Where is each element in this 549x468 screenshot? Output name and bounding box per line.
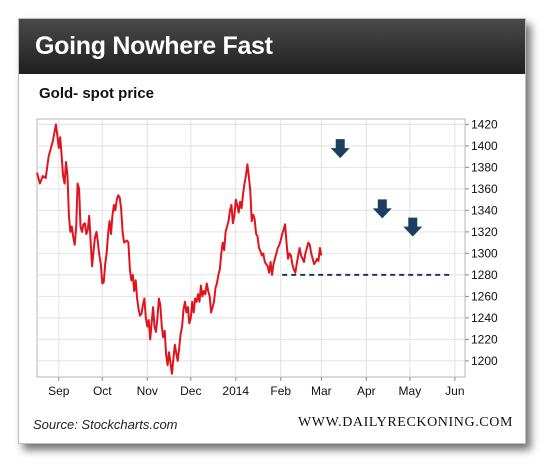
y-tick-label: 1420 [471, 117, 498, 131]
series-line [36, 123, 323, 375]
x-tick-label: Oct [93, 384, 112, 398]
down-arrow-icon [330, 139, 350, 159]
x-tick-label: Dec [180, 384, 201, 398]
y-tick-label: 1240 [471, 311, 498, 325]
chart-svg: 1200 1220 1240 1260 1280 1300 1320 1340 1360 1380… [36, 117, 498, 398]
y-tick-label: 1280 [471, 268, 498, 282]
x-tick-label: Mar [311, 384, 332, 398]
y-tick-label: 1300 [471, 246, 498, 260]
x-tick-label: Nov [137, 384, 158, 398]
x-tick-label: 2014 [222, 384, 249, 398]
plot-frame [36, 118, 466, 378]
down-arrow-icon [372, 199, 392, 219]
y-tick-label: 1340 [471, 203, 498, 217]
chart-card: Going Nowhere Fast Gold- spot price 1200… [18, 18, 526, 444]
brand-link[interactable]: WWW.DAILYRECKONING.COM [297, 415, 513, 430]
y-tick-label: 1380 [471, 160, 498, 174]
x-tick-label: Sep [48, 384, 70, 398]
series-layer [36, 123, 323, 375]
y-tick-label: 1320 [471, 225, 498, 239]
y-tick-label: 1360 [471, 182, 498, 196]
y-tick-label: 1220 [471, 332, 498, 346]
chart-title: Gold- spot price [39, 85, 155, 102]
grid-layer [36, 118, 466, 378]
y-tick-label: 1260 [471, 289, 498, 303]
x-tick-label: Jun [445, 384, 464, 398]
x-tick-label: Feb [270, 384, 291, 398]
source-note: Source: Stockcharts.com [33, 417, 178, 432]
axis-layer: 1200 1220 1240 1260 1280 1300 1320 1340 1360 1380… [48, 117, 498, 398]
down-arrow-icon [403, 217, 423, 237]
marker-layer [330, 139, 423, 237]
x-tick-label: May [399, 384, 422, 398]
y-tick-label: 1200 [471, 354, 498, 368]
y-tick-label: 1400 [471, 139, 498, 153]
x-tick-label: Apr [357, 384, 376, 398]
chart-header: Going Nowhere Fast [19, 19, 525, 74]
